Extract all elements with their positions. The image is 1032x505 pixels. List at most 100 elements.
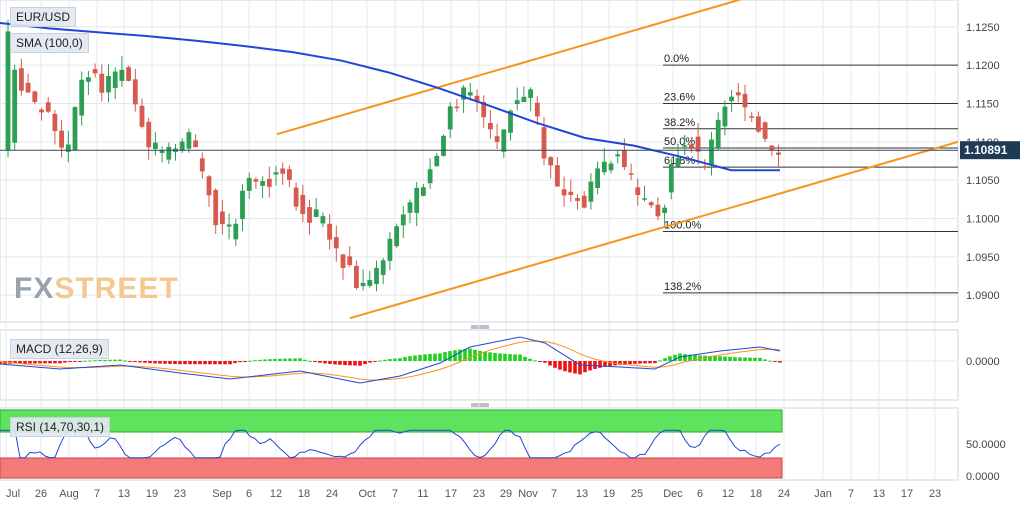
x-tick-label: 7 <box>392 488 398 500</box>
macd-histogram-bar <box>73 361 77 362</box>
candle-body <box>106 76 111 93</box>
macd-histogram-bar <box>28 361 32 364</box>
macd-histogram-bar <box>498 353 502 361</box>
macd-histogram-bar <box>748 357 752 361</box>
macd-histogram-bar <box>648 361 652 364</box>
macd-histogram-bar <box>573 361 577 374</box>
macd-histogram-bar <box>153 361 157 364</box>
candle-body <box>608 163 614 171</box>
macd-histogram-bar <box>218 361 222 365</box>
candle-body <box>648 202 654 206</box>
fxstreet-watermark: FXSTREET <box>14 272 179 306</box>
candle-body <box>568 191 574 195</box>
macd-histogram-bar <box>383 359 387 361</box>
candle-body <box>635 187 641 196</box>
x-tick-label: 17 <box>445 488 457 500</box>
macd-histogram-bar <box>348 361 352 366</box>
macd-histogram-bar <box>303 359 307 361</box>
candle-body <box>199 158 205 172</box>
macd-histogram-bar <box>633 361 637 364</box>
macd-histogram-bar <box>23 361 27 364</box>
candle-body <box>186 132 192 149</box>
candle-body <box>695 136 701 152</box>
x-tick-label: 13 <box>118 488 130 500</box>
candle-body <box>735 92 741 96</box>
candle-body <box>213 189 219 226</box>
macd-histogram-bar <box>288 358 292 361</box>
candle-body <box>32 91 38 103</box>
macd-histogram-bar <box>668 356 672 361</box>
x-tick-label: 7 <box>848 488 854 500</box>
candle-body <box>394 226 399 247</box>
sma-legend-label: SMA (100,0) <box>10 33 89 53</box>
macd-histogram-bar <box>308 360 312 362</box>
candle-body <box>99 73 105 93</box>
x-tick-label: 19 <box>603 488 615 500</box>
x-tick-label: 24 <box>326 488 338 500</box>
macd-histogram-bar <box>113 359 117 361</box>
x-tick-label: 19 <box>146 488 158 500</box>
candle-body <box>374 267 379 285</box>
fib-level-label: 38.2% <box>664 117 695 129</box>
macd-histogram-bar <box>673 354 677 361</box>
candle-body <box>561 189 567 196</box>
macd-histogram-bar <box>298 358 302 361</box>
last-price-label: 1.10891 <box>964 143 1008 157</box>
candle-body <box>461 87 466 100</box>
macd-histogram-bar <box>478 350 482 361</box>
macd-histogram-bar <box>433 353 437 361</box>
rsi-line <box>0 429 781 459</box>
macd-histogram-bar <box>103 359 107 361</box>
candle-body <box>333 237 339 249</box>
macd-histogram-bar <box>398 358 402 361</box>
x-tick-label: Oct <box>358 488 375 500</box>
macd-histogram-bar <box>598 361 602 368</box>
candle-body <box>79 79 85 116</box>
x-tick-label: 17 <box>901 488 913 500</box>
macd-legend-label: MACD (12,26,9) <box>10 339 109 359</box>
macd-histogram-bar <box>578 361 582 375</box>
fib-level-label: 23.6% <box>664 92 695 104</box>
candle-body <box>642 198 647 200</box>
macd-histogram-bar <box>413 355 417 361</box>
macd-histogram-bar <box>38 361 42 364</box>
candle-body <box>749 116 755 118</box>
candle-body <box>206 176 212 196</box>
candle-body <box>601 161 607 173</box>
macd-histogram-bar <box>203 361 207 365</box>
candle-body <box>260 181 265 186</box>
candle-body <box>233 223 239 240</box>
macd-histogram-bar <box>248 360 252 362</box>
y-tick-label: 1.1150 <box>966 99 999 111</box>
macd-histogram-bar <box>553 361 557 368</box>
y-tick-label: 1.1200 <box>966 60 1000 72</box>
candle-body <box>287 169 292 180</box>
macd-histogram-bar <box>418 354 422 361</box>
candle-body <box>72 107 78 151</box>
candle-body <box>240 190 245 220</box>
candle-body <box>715 119 721 149</box>
macd-histogram-bar <box>268 359 272 361</box>
y-tick-label: 1.0900 <box>966 290 1000 302</box>
x-tick-label: 7 <box>551 488 557 500</box>
macd-histogram-bar <box>93 360 97 362</box>
macd-histogram-bar <box>508 354 512 361</box>
fib-level-label: 0.0% <box>664 53 689 65</box>
candle-body <box>514 100 520 105</box>
macd-histogram-bar <box>83 360 87 362</box>
macd-histogram-bar <box>568 361 572 373</box>
candle-body <box>5 31 11 151</box>
candle-body <box>293 187 299 207</box>
macd-histogram-bar <box>368 361 372 363</box>
macd-histogram-bar <box>448 351 452 361</box>
macd-histogram-bar <box>638 361 642 364</box>
candle-body <box>481 101 487 118</box>
macd-histogram-bar <box>98 360 102 362</box>
macd-histogram-bar <box>428 353 432 361</box>
x-tick-label: 25 <box>631 488 643 500</box>
panel-resize-handle <box>471 325 489 329</box>
candle-body <box>347 256 353 266</box>
x-tick-label: 13 <box>576 488 588 500</box>
candle-body <box>675 157 681 167</box>
